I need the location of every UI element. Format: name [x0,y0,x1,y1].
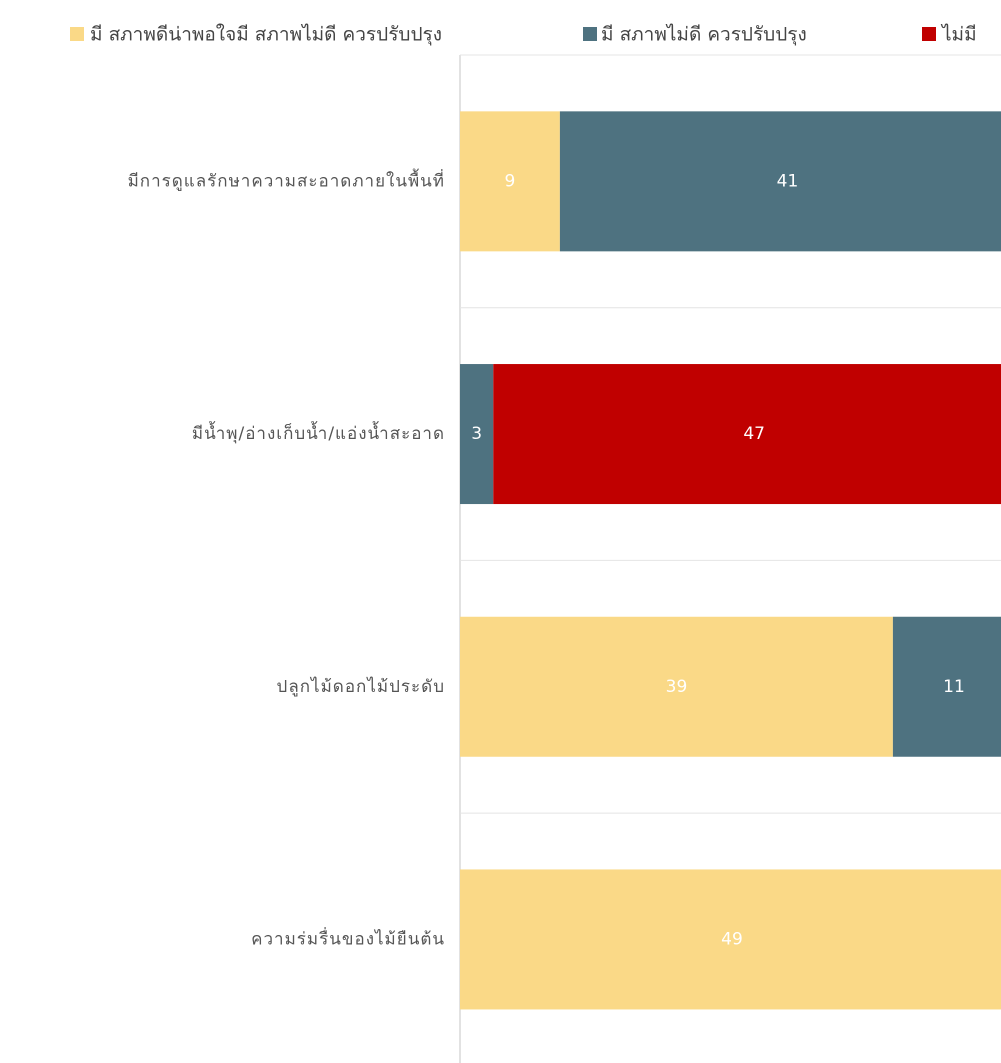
data-label: 41 [777,171,799,191]
category-label: ปลูกไม้ดอกไม้ประดับ [277,676,445,697]
data-label: 39 [666,677,688,697]
legend-label: มี สภาพไม่ดี ควรปรับปรุง [601,24,807,47]
data-label: 47 [743,424,765,444]
bar-segment [460,111,560,252]
bar-segment [460,616,893,757]
category-label: มีน้ำพุ/อ่างเก็บน้ำ/แอ่งน้ำสะอาด [192,421,445,444]
legend-swatch [922,27,936,41]
data-label: 11 [943,677,965,697]
bar-segment [559,111,1001,252]
bar-segment [460,869,1001,1010]
category-label: มีการดูแลรักษาความสะอาดภายในพื้นที่ [128,168,445,191]
category-label: ความร่มรื่นของไม้ยืนต้น [251,926,445,949]
legend-swatch [70,27,84,41]
data-label: 49 [721,929,743,949]
legend-label: มี สภาพดีน่าพอใจมี สภาพไม่ดี ควรปรับปรุง [90,24,442,47]
data-label: 9 [505,171,516,191]
bar-segment [460,364,494,505]
legend-swatch [583,27,597,41]
bar-segment [892,616,1001,757]
data-label: 3 [471,424,482,444]
bar-segment [493,364,1001,505]
legend-label: ไม่มี [940,24,977,46]
